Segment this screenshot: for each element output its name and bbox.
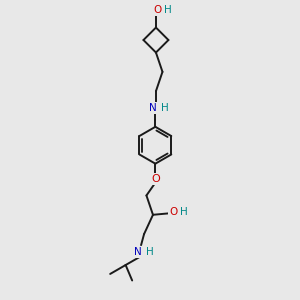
Text: N: N [149,103,157,113]
Text: H: H [146,247,153,257]
Text: O: O [169,207,177,218]
Text: H: H [161,103,169,113]
Text: H: H [164,5,172,15]
Text: N: N [134,247,141,257]
Text: O: O [153,5,162,15]
Text: H: H [180,207,188,218]
Text: O: O [151,174,160,184]
